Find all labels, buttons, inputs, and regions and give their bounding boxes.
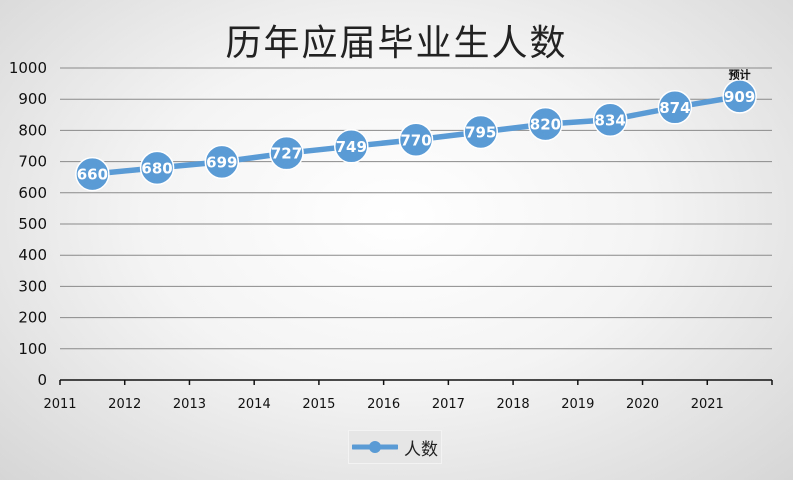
x-tick-label: 2011 xyxy=(43,397,76,412)
y-tick-label: 900 xyxy=(18,90,47,108)
y-tick-label: 200 xyxy=(18,309,47,327)
data-label: 909 xyxy=(724,88,755,106)
x-tick-label: 2018 xyxy=(497,397,530,412)
y-tick-label: 400 xyxy=(18,246,47,264)
y-tick-label: 600 xyxy=(18,184,47,202)
data-point xyxy=(528,106,563,142)
y-tick-label: 500 xyxy=(18,215,47,233)
x-tick-label: 2012 xyxy=(108,397,141,412)
x-tick-label: 2019 xyxy=(561,397,594,412)
chart-title: 历年应届毕业生人数 xyxy=(225,23,568,64)
data-label: 770 xyxy=(400,131,431,149)
data-point xyxy=(139,150,175,186)
data-label: 699 xyxy=(206,153,237,171)
data-point xyxy=(722,79,757,114)
data-point xyxy=(334,129,369,164)
x-tick-label: 2015 xyxy=(302,397,335,412)
y-tick-label: 700 xyxy=(18,153,47,171)
y-tick-label: 0 xyxy=(37,371,47,389)
legend-label: 人数 xyxy=(404,439,438,460)
data-label: 749 xyxy=(336,138,367,156)
data-point xyxy=(592,102,628,138)
data-point xyxy=(269,135,304,171)
x-tick-label: 2017 xyxy=(432,397,465,412)
x-tick-label: 2014 xyxy=(238,397,271,412)
data-label: 727 xyxy=(271,145,302,163)
legend: 人数 xyxy=(348,430,442,464)
data-label: 660 xyxy=(77,166,108,184)
data-label: 874 xyxy=(659,99,690,117)
annotation-label: 预计 xyxy=(729,67,751,81)
data-label: 795 xyxy=(465,123,496,141)
data-point xyxy=(657,90,693,125)
y-tick-label: 300 xyxy=(18,277,47,295)
x-tick-label: 2020 xyxy=(626,397,659,412)
data-label: 820 xyxy=(530,116,561,134)
y-tick-label: 100 xyxy=(18,340,47,358)
legend-line-icon xyxy=(352,441,398,453)
data-label: 680 xyxy=(141,159,172,177)
data-point xyxy=(398,122,434,158)
data-point xyxy=(204,144,240,180)
x-tick-label: 2013 xyxy=(173,397,206,412)
x-tick-label: 2016 xyxy=(367,397,400,412)
data-point xyxy=(75,156,110,192)
y-tick-label: 1000 xyxy=(9,59,47,77)
data-label: 834 xyxy=(595,111,626,129)
y-tick-label: 800 xyxy=(18,121,47,139)
x-tick-label: 2021 xyxy=(691,397,724,412)
data-point xyxy=(463,114,498,150)
